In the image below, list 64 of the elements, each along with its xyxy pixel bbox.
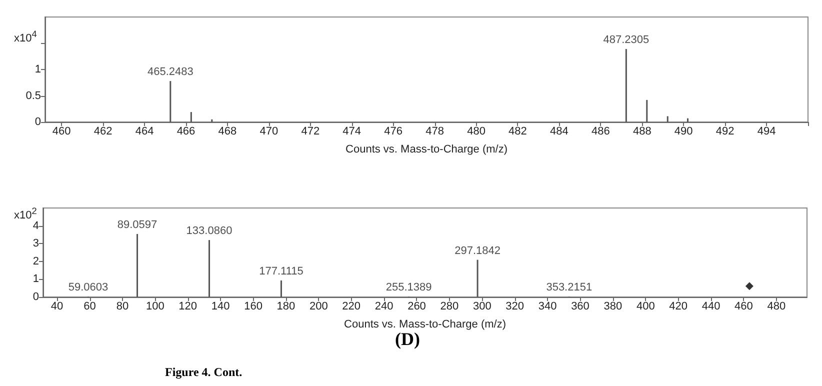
x-tick-label: 474 bbox=[342, 126, 362, 138]
text: (D) bbox=[395, 329, 420, 349]
x-tick-label: 140 bbox=[211, 300, 230, 312]
x-tick-label: 180 bbox=[276, 300, 296, 312]
x-tick-label: 490 bbox=[674, 126, 693, 138]
x-tick-label: 300 bbox=[472, 300, 492, 312]
x-tick-label: 40 bbox=[50, 300, 64, 312]
x-tick-label: 492 bbox=[716, 126, 734, 138]
y-tick-label: 0.5 bbox=[26, 90, 41, 102]
x-tick-label: 60 bbox=[84, 300, 96, 312]
y-tick-label: 0 bbox=[34, 116, 41, 128]
y-tick-label: 4 bbox=[32, 220, 39, 232]
annotation: 487.2305 bbox=[603, 34, 650, 46]
x-tick-label: 472 bbox=[301, 126, 320, 138]
caption: Figure 4. Cont. bbox=[165, 365, 242, 379]
x-tick-label: 280 bbox=[440, 300, 459, 312]
x-tick-label: 420 bbox=[669, 300, 688, 312]
x-tick-label: 480 bbox=[467, 126, 486, 138]
annotation: 255.1389 bbox=[386, 282, 432, 294]
y-tick-label: 1 bbox=[34, 64, 41, 76]
x-tick-label: 464 bbox=[135, 126, 154, 138]
x-tick-label: 80 bbox=[116, 300, 129, 312]
x-tick-label: 460 bbox=[52, 126, 71, 138]
y-tick-label: 2 bbox=[32, 255, 39, 268]
x-tick-label: 120 bbox=[178, 300, 198, 312]
annotation: 177.1115 bbox=[259, 265, 304, 278]
annotation: 133.0860 bbox=[186, 225, 232, 238]
x-tick-label: 468 bbox=[218, 126, 237, 138]
y-axis-title: x10$^{4}$ bbox=[14, 28, 37, 46]
y-tick-label: 0 bbox=[32, 291, 39, 303]
x-tick-label: 380 bbox=[604, 300, 622, 312]
x-tick-label: 494 bbox=[757, 126, 776, 138]
x-tick-label: 340 bbox=[538, 300, 557, 312]
x-tick-label: 220 bbox=[342, 300, 361, 312]
x-tick-label: 440 bbox=[702, 300, 720, 312]
x-tick-label: 400 bbox=[636, 300, 655, 312]
x-tick-label: 486 bbox=[591, 126, 610, 138]
x-axis-title: Counts vs. Mass-to-Charge (m/z) bbox=[346, 144, 508, 156]
x-tick-label: 320 bbox=[506, 300, 524, 312]
x-tick-label: 478 bbox=[426, 126, 444, 138]
x-axis-title: Counts vs. Mass-to-Charge (m/z) bbox=[344, 318, 506, 330]
x-tick-label: 476 bbox=[384, 126, 403, 138]
x-tick-label: 488 bbox=[632, 126, 652, 138]
y-axis-title: x10$^{2}$ bbox=[14, 206, 37, 222]
x-tick-label: 260 bbox=[408, 300, 426, 312]
y-tick-label: 3 bbox=[32, 238, 39, 250]
x-tick-label: 480 bbox=[767, 300, 786, 312]
x-tick-label: 462 bbox=[94, 126, 112, 138]
x-tick-label: 200 bbox=[309, 300, 328, 312]
x-tick-label: 160 bbox=[244, 300, 262, 312]
annotation: 353.2151 bbox=[546, 282, 592, 294]
y-tick-label: 1 bbox=[32, 273, 39, 286]
annotation: 59.0603 bbox=[68, 282, 108, 294]
x-tick-label: 460 bbox=[734, 300, 753, 312]
x-tick-label: 482 bbox=[508, 126, 527, 138]
x-tick-label: 240 bbox=[374, 300, 394, 312]
annotation: 89.0597 bbox=[117, 218, 158, 231]
x-tick-label: 360 bbox=[571, 300, 590, 312]
annotation: 465.2483 bbox=[147, 66, 194, 78]
x-tick-label: 470 bbox=[260, 126, 278, 138]
x-tick-label: 484 bbox=[550, 126, 568, 138]
x-tick-label: 466 bbox=[176, 126, 196, 138]
annotation: 297.1842 bbox=[454, 244, 500, 257]
x-tick-label: 100 bbox=[146, 300, 164, 312]
